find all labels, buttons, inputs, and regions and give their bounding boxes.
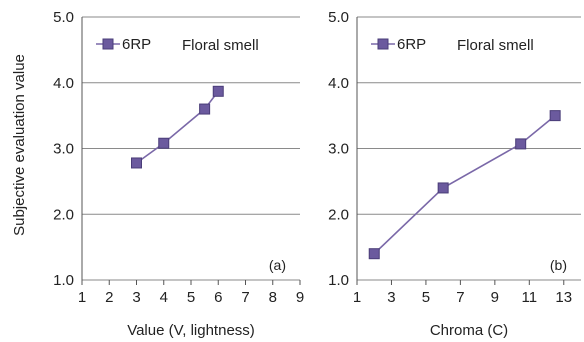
y-tick-label-a: 4.0: [53, 75, 74, 92]
legend-label-b: 6RP: [397, 36, 426, 53]
annotation-a: Floral smell: [182, 37, 259, 54]
data-point-b: [515, 138, 527, 150]
x-tick-label-b: 9: [491, 289, 499, 306]
x-tick-label-a: 2: [105, 289, 113, 306]
y-tick-label-b: 5.0: [328, 9, 349, 26]
panel-label-a: (a): [269, 257, 286, 273]
x-tick-label-a: 8: [269, 289, 277, 306]
data-point-a: [131, 157, 142, 169]
data-point-a: [158, 137, 170, 149]
y-tick-label-a: 3.0: [53, 141, 74, 158]
x-tick-label-a: 6: [214, 289, 222, 306]
x-tick-label-b: 5: [422, 289, 430, 306]
data-point-b: [437, 182, 449, 194]
series-line-b: [373, 115, 556, 255]
y-tick-label-b: 3.0: [328, 141, 349, 158]
data-point-b: [368, 248, 380, 260]
x-tick-label-a: 9: [296, 289, 304, 306]
y-axis-label-a: Subjective evaluation value: [11, 54, 28, 236]
x-tick-label-a: 4: [160, 289, 168, 306]
data-point-a: [212, 85, 224, 97]
panel-label-b: (b): [550, 257, 567, 273]
data-point-a: [199, 103, 211, 115]
y-tick-label-b: 1.0: [328, 272, 349, 289]
legend-marker-b: [377, 38, 389, 50]
y-tick-label-a: 1.0: [53, 272, 74, 289]
x-tick-label-a: 1: [78, 289, 86, 306]
x-tick-label-b: 7: [456, 289, 464, 306]
x-tick-label-b: 3: [387, 289, 395, 306]
y-tick-label-b: 2.0: [328, 206, 349, 223]
annotation-b: Floral smell: [457, 37, 534, 54]
x-tick-label-b: 11: [522, 289, 538, 306]
x-tick-label-a: 7: [241, 289, 249, 306]
y-tick-label-a: 5.0: [53, 9, 74, 26]
series-line-a: [136, 90, 219, 164]
legend-marker-a: [102, 38, 114, 50]
x-tick-label-a: 3: [132, 289, 140, 306]
x-tick-label-b: 13: [555, 289, 572, 306]
data-point-b: [549, 110, 561, 122]
x-tick-label-a: 5: [187, 289, 195, 306]
y-tick-label-b: 4.0: [328, 75, 349, 92]
legend-label-a: 6RP: [122, 36, 151, 53]
x-tick-label-b: 1: [353, 289, 361, 306]
x-axis-label-a: Value (V, lightness): [127, 322, 255, 339]
x-axis-label-b: Chroma (C): [430, 322, 508, 339]
y-tick-label-a: 2.0: [53, 206, 74, 223]
